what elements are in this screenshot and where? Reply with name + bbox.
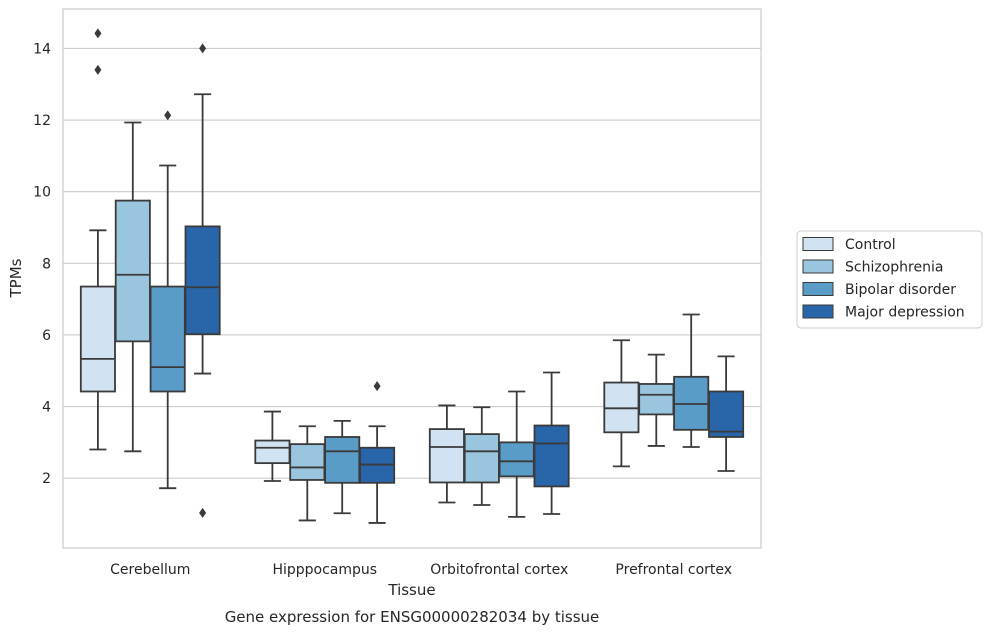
x-axis-label: Tissue: [387, 581, 435, 599]
plot-frame: [62, 8, 762, 549]
box-iqr: [428, 428, 465, 484]
legend-label: Control: [845, 237, 896, 253]
box-schizophrenia: [638, 353, 675, 447]
legend-swatch: [802, 237, 834, 251]
outlier-point: [94, 64, 102, 75]
box-control: [603, 339, 640, 468]
legend-swatch: [802, 282, 834, 296]
box-iqr: [324, 436, 361, 484]
box-iqr: [289, 443, 326, 481]
box-control: [428, 404, 465, 504]
y-tick-label: 6: [42, 328, 51, 344]
box-major-depression: [533, 371, 570, 515]
legend-swatch: [802, 304, 834, 319]
box-iqr: [463, 433, 500, 484]
legend-label: Major depression: [845, 305, 965, 321]
y-tick-label: 12: [33, 113, 51, 129]
box-major-depression: [359, 381, 396, 524]
x-tick-label: Orbitofrontal cortex: [430, 562, 568, 578]
legend-label: Schizophrenia: [845, 260, 943, 276]
chart-caption: Gene expression for ENSG00000282034 by t…: [225, 608, 600, 626]
x-tick-label: Hipppocampus: [272, 562, 377, 578]
box-schizophrenia: [463, 406, 500, 506]
box-major-depression: [184, 43, 221, 518]
box-bipolar-disorder: [324, 419, 361, 515]
box-groups: [79, 28, 745, 524]
box-bipolar-disorder: [149, 110, 186, 490]
legend-label: Bipolar disorder: [845, 282, 956, 298]
legend-frame: [796, 230, 983, 329]
box-iqr: [114, 199, 151, 343]
outlier-point: [94, 28, 102, 39]
y-tick-label: 4: [42, 400, 51, 416]
x-tick-label: Prefrontal cortex: [615, 562, 732, 578]
outlier-point: [373, 381, 381, 392]
legend: Control Schizophrenia Bipolar disorder Majo…: [796, 230, 983, 329]
x-tick-labels: Cerebellum Hipppocampus Orbitofrontal cort…: [110, 562, 732, 578]
box-iqr: [533, 424, 570, 488]
box-bipolar-disorder: [498, 390, 535, 518]
y-tick-labels: 2 4 6 8 10 12 14: [33, 41, 51, 487]
box-iqr: [149, 285, 186, 393]
box-major-depression: [708, 355, 745, 472]
box-bipolar-disorder: [673, 313, 710, 448]
legend-swatch: [802, 259, 834, 274]
box-schizophrenia: [114, 121, 151, 453]
box-iqr: [184, 225, 221, 336]
y-tick-label: 2: [42, 471, 51, 487]
outlier-point: [164, 110, 172, 121]
outlier-point: [199, 507, 207, 518]
y-axis-label: TPMs: [7, 258, 25, 298]
y-tick-label: 10: [33, 185, 51, 201]
x-tick-label: Cerebellum: [110, 562, 190, 578]
box-iqr: [254, 439, 291, 465]
box-iqr: [79, 285, 116, 393]
box-iqr: [708, 390, 745, 438]
box-iqr: [638, 383, 675, 416]
y-tick-label: 14: [33, 41, 51, 57]
box-control: [79, 28, 116, 451]
outlier-point: [199, 43, 207, 54]
y-tick-label: 8: [42, 256, 51, 272]
box-control: [254, 410, 291, 482]
box-schizophrenia: [289, 425, 326, 522]
box-iqr: [498, 441, 535, 478]
